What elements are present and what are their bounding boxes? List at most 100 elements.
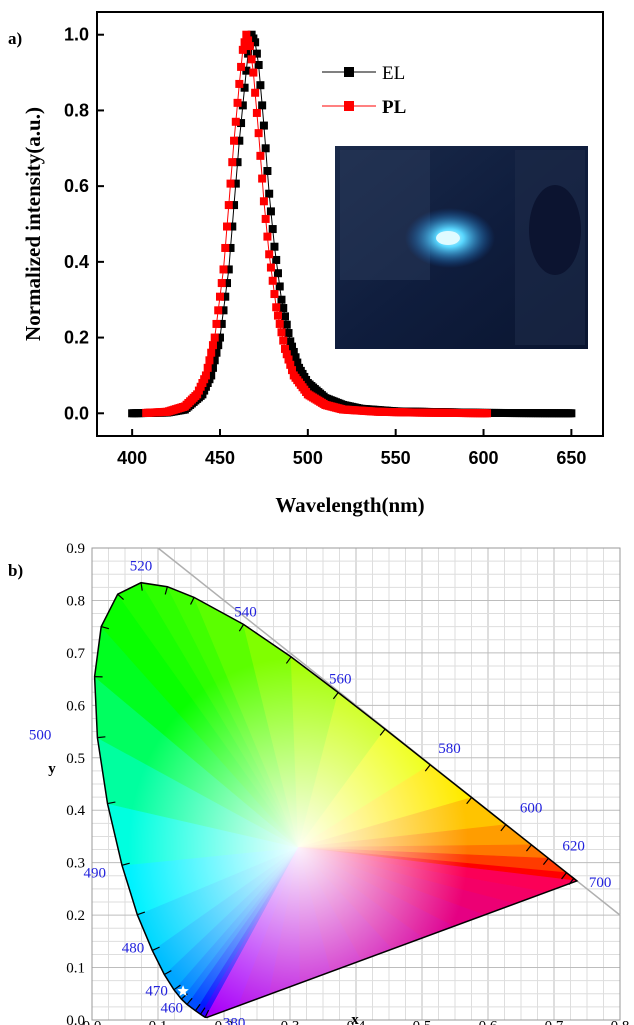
data-point-pl bbox=[226, 179, 235, 188]
x-tick-label-b: 0.8 bbox=[611, 1019, 630, 1025]
x-tick-label-a: 550 bbox=[381, 448, 411, 468]
legend-marker-pl bbox=[344, 101, 354, 111]
data-point-pl bbox=[207, 348, 216, 357]
data-point-pl bbox=[231, 117, 240, 126]
data-point-pl bbox=[214, 306, 223, 315]
locus-tick bbox=[117, 593, 124, 600]
y-tick-label-b: 0.9 bbox=[66, 541, 85, 557]
y-tick-label-b: 0.4 bbox=[66, 803, 85, 819]
x-tick-label-a: 650 bbox=[556, 448, 586, 468]
data-point-pl bbox=[223, 222, 232, 231]
x-tick-label-a: 500 bbox=[293, 448, 323, 468]
x-tick-label-a: 600 bbox=[469, 448, 499, 468]
data-point-pl bbox=[256, 151, 265, 160]
data-point-pl bbox=[217, 279, 226, 288]
data-point-pl bbox=[275, 319, 284, 328]
wavelength-label: 540 bbox=[234, 604, 257, 620]
data-point-el bbox=[288, 342, 297, 351]
locus-tick bbox=[164, 586, 168, 595]
data-point-pl bbox=[201, 371, 210, 380]
y-tick-label-b: 0.8 bbox=[66, 593, 85, 609]
white-point-glow bbox=[128, 657, 469, 1018]
data-point-el bbox=[207, 371, 216, 380]
panel-a: a) 400 450 500 550 600 6500.00.20.40.60.81.0 … bbox=[8, 11, 604, 517]
x-tick-label-b: 0.7 bbox=[545, 1019, 564, 1025]
data-point-pl bbox=[210, 333, 219, 342]
locus-tick bbox=[204, 1009, 210, 1018]
data-point-pl bbox=[221, 243, 230, 252]
panel-b-label: b) bbox=[8, 561, 23, 580]
data-point-pl bbox=[251, 88, 260, 97]
wavelength-label: 560 bbox=[329, 671, 352, 687]
data-point-el bbox=[208, 363, 217, 372]
data-point-pl bbox=[219, 265, 228, 274]
data-point-pl bbox=[245, 42, 254, 51]
data-point-pl bbox=[230, 136, 239, 145]
data-point-el bbox=[279, 304, 288, 313]
data-point-el bbox=[272, 255, 281, 264]
y-tick-label-b: 0.1 bbox=[66, 961, 85, 977]
data-point-el bbox=[268, 225, 277, 234]
data-point-el bbox=[270, 242, 279, 251]
x-tick-label-b: 0.1 bbox=[149, 1019, 168, 1025]
data-point-pl bbox=[282, 350, 291, 359]
data-point-pl bbox=[273, 311, 282, 320]
wavelength-label: 490 bbox=[83, 865, 106, 881]
axis-ticks-a: 400 450 500 550 600 650 0.0 0.2 0.4 0.6 0.8 1.0 bbox=[64, 25, 586, 468]
plot-frame-a bbox=[96, 11, 604, 437]
data-point-el bbox=[293, 358, 302, 367]
y-tick-label-b: 0.6 bbox=[66, 698, 85, 714]
data-point-pl bbox=[252, 108, 261, 117]
data-point-pl bbox=[483, 409, 492, 418]
x-tick-label-b: 0.3 bbox=[281, 1019, 300, 1025]
data-point-pl bbox=[280, 344, 289, 353]
x-tick-label-b: 0.0 bbox=[83, 1019, 102, 1025]
data-point-pl bbox=[284, 355, 293, 364]
data-point-el bbox=[277, 295, 286, 304]
data-point-pl bbox=[205, 356, 214, 365]
data-point-pl bbox=[212, 319, 221, 328]
data-point-el bbox=[282, 320, 291, 329]
data-point-pl bbox=[228, 158, 237, 167]
locus-tick bbox=[424, 764, 431, 772]
data-point-pl bbox=[265, 250, 274, 259]
data-point-pl bbox=[249, 68, 258, 77]
data-point-pl bbox=[258, 174, 267, 183]
locus-tick bbox=[194, 1003, 201, 1012]
y-tick-label-a: 0.6 bbox=[64, 176, 89, 196]
data-point-pl bbox=[208, 341, 217, 350]
data-point-pl bbox=[286, 360, 295, 369]
locus-tick bbox=[97, 736, 106, 739]
data-point-pl bbox=[237, 62, 246, 71]
data-point-el bbox=[238, 101, 247, 110]
x-tick-label-a: 450 bbox=[205, 448, 235, 468]
y-tick-label-b: 0.7 bbox=[66, 646, 85, 662]
data-point-pl bbox=[261, 214, 270, 223]
locus-tick bbox=[164, 970, 172, 976]
data-point-pl bbox=[247, 55, 256, 64]
locus-tick bbox=[101, 625, 110, 630]
data-point-el bbox=[212, 348, 221, 357]
data-point-el bbox=[254, 61, 263, 69]
series-pl bbox=[142, 30, 492, 418]
wavelength-label: 580 bbox=[438, 741, 461, 757]
data-point-el bbox=[214, 341, 223, 350]
wavelength-label: 480 bbox=[122, 940, 145, 956]
y-axis-title-a: Normalized intensity(a.u.) bbox=[21, 107, 45, 341]
data-point-el bbox=[210, 356, 219, 365]
gamut-fill bbox=[94, 582, 577, 1018]
inset-photo-ring bbox=[529, 185, 581, 275]
wavelength-label: 520 bbox=[130, 559, 153, 575]
data-point-el bbox=[231, 179, 240, 188]
data-point-el bbox=[240, 83, 249, 92]
x-tick-label-b: 0.6 bbox=[479, 1019, 498, 1025]
data-point-el bbox=[291, 353, 300, 362]
locus-tick bbox=[186, 997, 193, 1005]
locus-tick bbox=[542, 857, 549, 865]
data-point-el bbox=[284, 329, 293, 338]
y-tick-label-b: 0.5 bbox=[66, 751, 85, 767]
y-tick-label-b: 0.3 bbox=[66, 856, 85, 872]
wavelength-label: 380 bbox=[223, 1015, 246, 1025]
chromaticity-gamut bbox=[93, 581, 579, 1019]
